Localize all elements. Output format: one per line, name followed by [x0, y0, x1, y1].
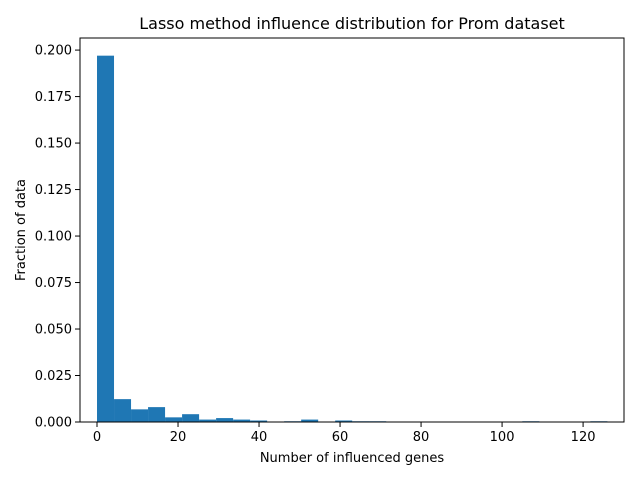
x-tick-label: 60	[332, 430, 349, 445]
x-tick-label: 100	[490, 430, 515, 445]
histogram-bar	[301, 419, 319, 422]
x-tick-label: 40	[251, 430, 268, 445]
y-tick-label: 0.050	[35, 323, 72, 338]
y-tick-label: 0.100	[35, 230, 72, 245]
y-tick-label: 0.025	[35, 369, 72, 384]
y-tick-label: 0.200	[35, 44, 72, 59]
histogram-bar	[114, 399, 132, 422]
histogram-bar	[250, 420, 268, 422]
histogram-bar	[131, 409, 149, 422]
x-tick-label: 20	[170, 430, 187, 445]
bars-group	[97, 55, 608, 423]
histogram-bar	[216, 418, 234, 422]
histogram-bar	[182, 414, 200, 422]
histogram-bar	[233, 419, 251, 422]
y-tick-label: 0.175	[35, 90, 72, 105]
x-axis-label: Number of influenced genes	[260, 451, 445, 466]
y-axis-label: Fraction of data	[14, 179, 29, 281]
chart-title: Lasso method influence distribution for …	[139, 14, 565, 33]
histogram-bar	[335, 420, 353, 422]
x-axis-ticks: 0 20 40 60 80 100 120	[93, 422, 596, 445]
y-axis-ticks: 0.000 0.025 0.050 0.075 0.100 0.125 0.150 0.175…	[35, 44, 80, 431]
x-tick-label: 80	[413, 430, 430, 445]
histogram-bar	[148, 407, 166, 422]
x-tick-label: 120	[571, 430, 596, 445]
y-tick-label: 0.125	[35, 183, 72, 198]
histogram-bar	[97, 55, 115, 423]
histogram-bar	[199, 419, 217, 422]
histogram-bar	[165, 417, 183, 422]
y-tick-label: 0.075	[35, 276, 72, 291]
x-tick-label: 0	[93, 430, 101, 445]
y-tick-label: 0.150	[35, 137, 72, 152]
plot-frame	[79, 37, 625, 423]
y-tick-label: 0.000	[35, 416, 72, 431]
